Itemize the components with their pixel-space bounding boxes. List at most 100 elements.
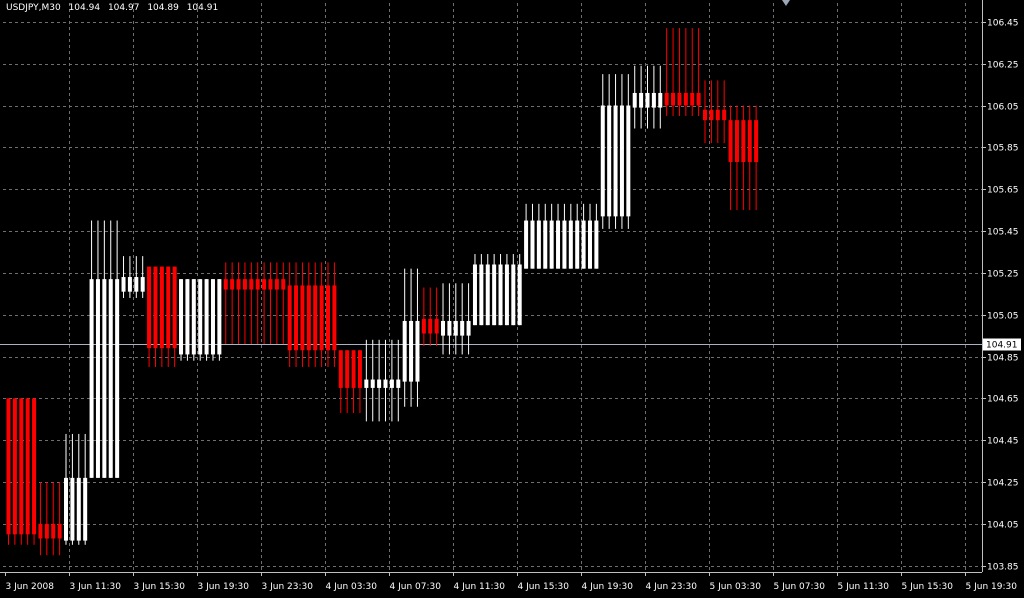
candle-body[interactable]: [543, 220, 548, 269]
candle-body[interactable]: [683, 92, 688, 106]
candle[interactable]: [511, 254, 516, 326]
candle[interactable]: [57, 482, 62, 556]
candle[interactable]: [281, 262, 286, 344]
candle[interactable]: [409, 268, 414, 407]
candle-body[interactable]: [102, 279, 107, 478]
candle-body[interactable]: [249, 279, 254, 290]
candle[interactable]: [536, 203, 541, 269]
candle-body[interactable]: [734, 120, 739, 162]
candle-body[interactable]: [294, 285, 299, 351]
candle[interactable]: [108, 220, 113, 478]
candle-body[interactable]: [242, 279, 247, 290]
candle[interactable]: [38, 482, 43, 556]
candle-body[interactable]: [204, 279, 209, 355]
candle-body[interactable]: [562, 220, 567, 269]
candle-body[interactable]: [549, 220, 554, 269]
candle-body[interactable]: [179, 279, 184, 355]
candle-body[interactable]: [715, 109, 720, 121]
candle[interactable]: [262, 262, 267, 344]
candle-body[interactable]: [147, 266, 152, 349]
candle-body[interactable]: [172, 266, 177, 349]
candle-body[interactable]: [166, 266, 171, 349]
candle-body[interactable]: [70, 477, 75, 541]
candle[interactable]: [607, 74, 612, 229]
candle[interactable]: [728, 105, 733, 211]
candle-body[interactable]: [262, 279, 267, 290]
candle[interactable]: [6, 398, 11, 545]
candle-body[interactable]: [441, 320, 446, 336]
candle-body[interactable]: [530, 220, 535, 269]
candle[interactable]: [32, 398, 37, 545]
candle-body[interactable]: [377, 379, 382, 388]
candle[interactable]: [121, 256, 126, 298]
candle[interactable]: [613, 74, 618, 229]
candle[interactable]: [485, 254, 490, 326]
candle[interactable]: [441, 283, 446, 355]
candle-body[interactable]: [230, 279, 235, 290]
candle[interactable]: [460, 283, 465, 355]
candle-body[interactable]: [664, 92, 669, 106]
candle[interactable]: [364, 339, 369, 422]
candle-body[interactable]: [709, 109, 714, 121]
candle[interactable]: [428, 287, 433, 347]
candle-body[interactable]: [51, 523, 56, 539]
candle-body[interactable]: [121, 277, 126, 292]
candle-body[interactable]: [153, 266, 158, 349]
candle-body[interactable]: [332, 285, 337, 351]
candle-body[interactable]: [460, 320, 465, 336]
candle[interactable]: [734, 105, 739, 211]
candle[interactable]: [651, 65, 656, 129]
candle-body[interactable]: [581, 220, 586, 269]
candle[interactable]: [524, 203, 529, 269]
candle[interactable]: [44, 482, 49, 556]
candle-body[interactable]: [313, 285, 318, 351]
chart-shift-marker[interactable]: [782, 0, 790, 6]
candle[interactable]: [64, 433, 69, 545]
candle[interactable]: [89, 220, 94, 478]
candle-body[interactable]: [389, 379, 394, 388]
candle-body[interactable]: [281, 279, 286, 290]
candle[interactable]: [140, 256, 145, 298]
candle[interactable]: [345, 350, 350, 414]
candle[interactable]: [498, 254, 503, 326]
candle-body[interactable]: [626, 105, 631, 217]
candle[interactable]: [51, 482, 56, 556]
candle-body[interactable]: [472, 264, 477, 326]
candle[interactable]: [562, 203, 567, 269]
candle[interactable]: [179, 279, 184, 361]
candle[interactable]: [715, 80, 720, 144]
candle[interactable]: [306, 262, 311, 367]
candle-body[interactable]: [83, 477, 88, 541]
candle[interactable]: [377, 339, 382, 422]
candle[interactable]: [332, 262, 337, 367]
candle-body[interactable]: [466, 320, 471, 336]
candle[interactable]: [236, 262, 241, 344]
candle-body[interactable]: [64, 477, 69, 541]
candle-body[interactable]: [600, 105, 605, 217]
candle-body[interactable]: [651, 92, 656, 108]
candle[interactable]: [191, 279, 196, 361]
candle-body[interactable]: [370, 379, 375, 388]
candle[interactable]: [326, 262, 330, 367]
candle[interactable]: [664, 28, 669, 116]
candle-body[interactable]: [191, 279, 196, 355]
candle[interactable]: [415, 268, 420, 407]
candle-body[interactable]: [95, 279, 100, 478]
candle-body[interactable]: [44, 523, 49, 539]
candle-body[interactable]: [754, 120, 759, 162]
candle-body[interactable]: [453, 320, 458, 336]
candle[interactable]: [370, 339, 375, 422]
candle[interactable]: [12, 398, 17, 545]
candle[interactable]: [396, 339, 401, 422]
candle-body[interactable]: [223, 279, 228, 290]
candle-body[interactable]: [319, 285, 324, 351]
candle-body[interactable]: [485, 264, 490, 326]
candle[interactable]: [517, 254, 522, 326]
candle[interactable]: [223, 262, 228, 344]
candle[interactable]: [255, 262, 260, 344]
candle[interactable]: [210, 279, 215, 361]
candle[interactable]: [639, 65, 644, 129]
candle[interactable]: [300, 262, 305, 367]
candle-body[interactable]: [159, 266, 164, 349]
